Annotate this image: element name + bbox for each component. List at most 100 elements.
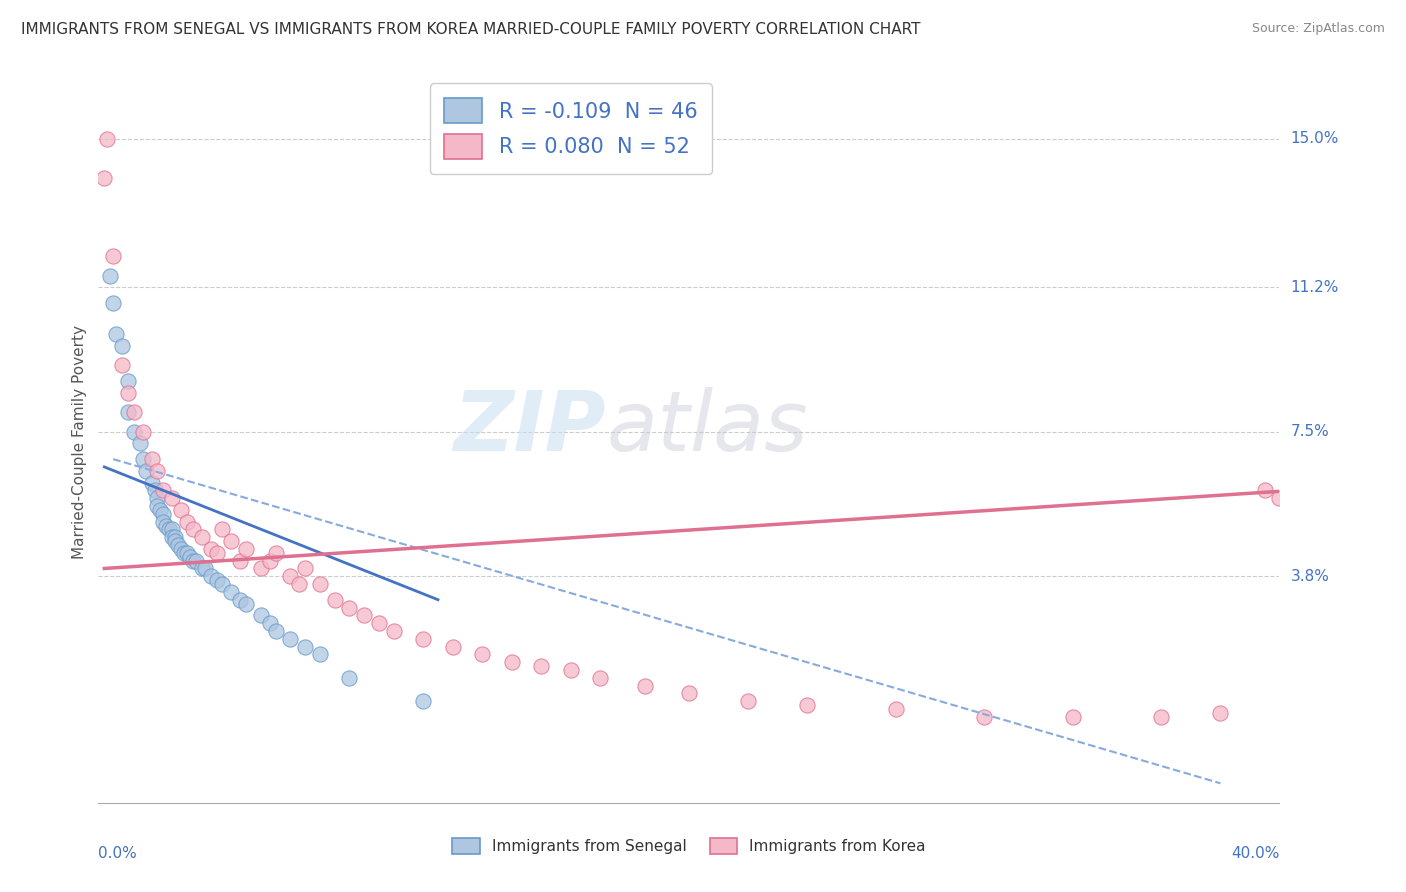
Point xyxy=(173,546,195,560)
Point xyxy=(93,170,115,185)
Point xyxy=(264,546,287,560)
Point xyxy=(157,523,180,537)
Point xyxy=(221,585,243,599)
Point xyxy=(339,600,361,615)
Text: 40.0%: 40.0% xyxy=(1232,847,1279,861)
Point xyxy=(146,464,169,478)
Point xyxy=(141,452,163,467)
Point xyxy=(152,483,174,498)
Point xyxy=(589,671,612,685)
Text: IMMIGRANTS FROM SENEGAL VS IMMIGRANTS FROM KOREA MARRIED-COUPLE FAMILY POVERTY C: IMMIGRANTS FROM SENEGAL VS IMMIGRANTS FR… xyxy=(21,22,921,37)
Point xyxy=(1254,483,1277,498)
Point xyxy=(117,374,139,388)
Point xyxy=(441,640,464,654)
Point xyxy=(155,518,177,533)
Point xyxy=(560,663,582,677)
Point xyxy=(132,425,155,439)
Point xyxy=(152,507,174,521)
Point xyxy=(170,541,193,556)
Point xyxy=(194,561,217,575)
Point xyxy=(368,616,391,631)
Point xyxy=(111,359,134,373)
Point xyxy=(132,452,155,467)
Point xyxy=(122,425,145,439)
Point xyxy=(678,686,700,700)
Point xyxy=(165,530,187,544)
Point xyxy=(165,534,187,549)
Point xyxy=(205,573,228,587)
Point xyxy=(309,577,332,591)
Point xyxy=(122,405,145,419)
Point xyxy=(353,608,375,623)
Point xyxy=(162,530,183,544)
Point xyxy=(135,464,157,478)
Point xyxy=(1150,710,1173,724)
Point xyxy=(288,577,311,591)
Point xyxy=(294,561,316,575)
Y-axis label: Married-Couple Family Poverty: Married-Couple Family Poverty xyxy=(72,325,87,558)
Point xyxy=(184,554,207,568)
Point xyxy=(1209,706,1232,720)
Point xyxy=(181,554,204,568)
Point xyxy=(105,327,128,342)
Point xyxy=(146,499,169,513)
Point xyxy=(152,515,174,529)
Point xyxy=(200,541,222,556)
Point xyxy=(530,659,553,673)
Point xyxy=(191,530,214,544)
Point xyxy=(471,648,494,662)
Point xyxy=(250,608,273,623)
Point xyxy=(973,710,995,724)
Point xyxy=(146,491,169,505)
Point xyxy=(221,534,243,549)
Point xyxy=(117,405,139,419)
Point xyxy=(382,624,405,638)
Text: ZIP: ZIP xyxy=(454,386,606,467)
Point xyxy=(211,523,233,537)
Text: Source: ZipAtlas.com: Source: ZipAtlas.com xyxy=(1251,22,1385,36)
Point xyxy=(323,592,346,607)
Legend: Immigrants from Senegal, Immigrants from Korea: Immigrants from Senegal, Immigrants from… xyxy=(446,832,932,860)
Point xyxy=(179,549,201,564)
Point xyxy=(250,561,273,575)
Point xyxy=(501,655,523,669)
Point xyxy=(111,339,134,353)
Point xyxy=(211,577,233,591)
Text: 0.0%: 0.0% xyxy=(98,847,138,861)
Point xyxy=(170,503,193,517)
Point xyxy=(235,597,257,611)
Point xyxy=(205,546,228,560)
Text: 7.5%: 7.5% xyxy=(1291,425,1329,439)
Point xyxy=(294,640,316,654)
Text: 15.0%: 15.0% xyxy=(1291,131,1339,146)
Point xyxy=(412,632,434,646)
Point xyxy=(98,268,121,283)
Point xyxy=(235,541,257,556)
Point xyxy=(264,624,287,638)
Text: 3.8%: 3.8% xyxy=(1291,569,1330,583)
Text: atlas: atlas xyxy=(606,386,808,467)
Point xyxy=(309,648,332,662)
Point xyxy=(1268,491,1291,505)
Point xyxy=(149,503,172,517)
Point xyxy=(280,569,302,583)
Point xyxy=(103,296,125,310)
Point xyxy=(143,483,166,498)
Point xyxy=(181,523,204,537)
Point xyxy=(280,632,302,646)
Point xyxy=(117,385,139,400)
Point xyxy=(339,671,361,685)
Point xyxy=(176,515,198,529)
Point xyxy=(167,538,190,552)
Point xyxy=(200,569,222,583)
Point xyxy=(412,694,434,708)
Point xyxy=(162,523,183,537)
Point xyxy=(141,475,163,490)
Text: 11.2%: 11.2% xyxy=(1291,280,1339,294)
Point xyxy=(96,132,118,146)
Point xyxy=(103,249,125,263)
Point xyxy=(259,616,281,631)
Point xyxy=(634,679,657,693)
Point xyxy=(1062,710,1084,724)
Point xyxy=(128,436,150,450)
